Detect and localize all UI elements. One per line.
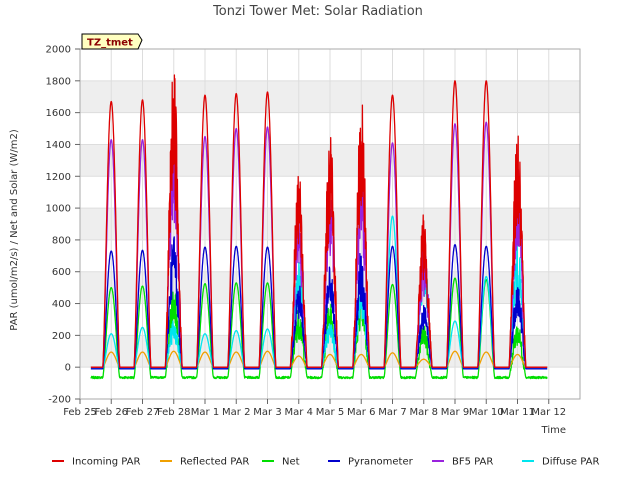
legend-item: BF5 PAR	[432, 457, 493, 468]
x-tick-label: Feb 25	[63, 407, 97, 418]
legend-item: Diffuse PAR	[522, 457, 599, 468]
station-badge-label: TZ_tmet	[87, 38, 133, 49]
x-tick-label: Mar 1	[191, 407, 219, 418]
y-tick-label: 800	[52, 235, 71, 246]
legend: Incoming PAR Reflected PAR Net Pyranometer B…	[52, 457, 599, 468]
x-tick-label: Feb 26	[94, 407, 128, 418]
legend-label: Net	[282, 457, 300, 468]
y-tick-label: 2000	[46, 45, 71, 56]
x-tick-label: Mar 11	[500, 407, 535, 418]
series-line-net	[90, 277, 548, 380]
y-tick-label: 1000	[46, 204, 71, 215]
legend-item: Reflected PAR	[160, 457, 249, 468]
x-tick-label: Mar 2	[222, 407, 250, 418]
legend-item: Pyranometer	[328, 457, 414, 468]
y-tick-label: 1600	[46, 108, 71, 119]
x-tick-label: Mar 5	[316, 407, 344, 418]
x-tick-label: Mar 4	[285, 407, 313, 418]
y-tick-label: 0	[65, 363, 71, 374]
legend-label: Diffuse PAR	[542, 457, 599, 468]
x-tick-label: Mar 6	[347, 407, 375, 418]
x-tick-label: Mar 12	[531, 407, 566, 418]
legend-label: Reflected PAR	[180, 457, 249, 468]
plot-area	[79, 48, 581, 400]
y-tick-label: 600	[52, 267, 71, 278]
x-tick-label: Feb 28	[157, 407, 191, 418]
y-tick-label: 1800	[46, 76, 71, 87]
series-line-incoming-par	[90, 74, 548, 368]
y-tick-label: 1400	[46, 140, 71, 151]
chart-title: Tonzi Tower Met: Solar Radiation	[212, 4, 423, 19]
y-tick-label: 400	[52, 299, 71, 310]
x-tick-label: Mar 9	[441, 407, 469, 418]
station-badge-box	[81, 33, 143, 50]
x-tick-label: Mar 10	[469, 407, 504, 418]
y-tick-label: -200	[48, 395, 71, 406]
legend-label: BF5 PAR	[452, 457, 493, 468]
y-tick-label: 1200	[46, 172, 71, 183]
series-line-pyranometer	[90, 236, 548, 370]
axis-ticks: -200 0 200 400 600 800 1000 1200 1400 1600 1800 200…	[46, 45, 567, 419]
legend-label: Incoming PAR	[72, 457, 141, 468]
legend-item: Net	[262, 457, 300, 468]
station-badge: TZ_tmet	[81, 33, 143, 50]
x-tick-label: Mar 3	[253, 407, 281, 418]
x-tick-label: Mar 8	[410, 407, 438, 418]
y-axis-label: PAR (umol/m2/s) / Net and Solar (W/m2)	[9, 129, 20, 331]
y-tick-label: 200	[52, 331, 71, 342]
x-axis-label: Time	[541, 425, 566, 436]
x-tick-label: Feb 27	[126, 407, 160, 418]
legend-label: Pyranometer	[348, 457, 414, 468]
x-tick-label: Mar 7	[378, 407, 406, 418]
legend-item: Incoming PAR	[52, 457, 141, 468]
